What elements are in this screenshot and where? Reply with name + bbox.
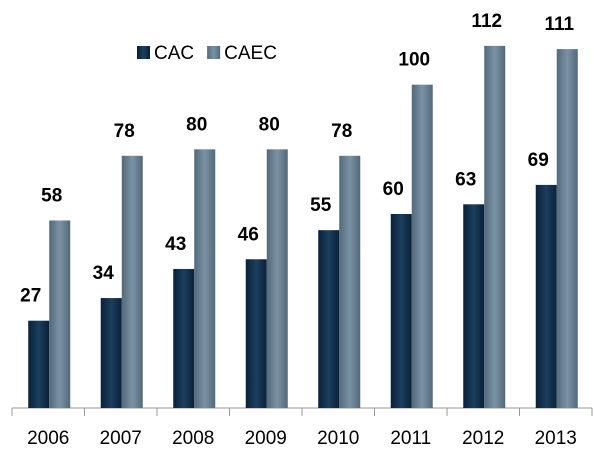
- x-tick-label: 2006: [27, 428, 69, 449]
- bar: [463, 204, 485, 408]
- value-label: 80: [259, 114, 280, 135]
- x-tick-label: 2009: [245, 428, 287, 449]
- bar: [318, 230, 340, 408]
- value-label: 63: [455, 169, 476, 190]
- value-label: 69: [528, 150, 549, 171]
- bar: [390, 214, 412, 408]
- bar: [266, 149, 288, 409]
- value-label: 34: [93, 263, 115, 284]
- x-tick-label: 2012: [462, 428, 504, 449]
- value-label: 100: [398, 50, 430, 71]
- bar: [173, 268, 195, 408]
- value-label: 58: [41, 185, 62, 206]
- value-label: 80: [186, 114, 207, 135]
- legend-label: CAEC: [224, 43, 277, 64]
- legend-swatch: [207, 46, 221, 59]
- bar: [339, 155, 361, 408]
- x-tick-label: 2010: [317, 428, 359, 449]
- value-label: 55: [310, 195, 332, 216]
- value-label: 60: [383, 179, 404, 200]
- bar: [194, 149, 216, 409]
- value-label: 78: [114, 121, 135, 142]
- value-label: 46: [238, 224, 259, 245]
- bar: [484, 45, 506, 408]
- value-label: 111: [544, 14, 574, 35]
- value-label: 78: [331, 121, 352, 142]
- value-label: 43: [165, 234, 186, 255]
- bar: [49, 220, 71, 408]
- x-tick-label: 2008: [172, 428, 214, 449]
- bar: [100, 298, 122, 408]
- value-label: 112: [471, 11, 502, 32]
- bar: [556, 49, 578, 408]
- legend-label: CAC: [154, 43, 194, 64]
- x-tick-label: 2013: [535, 428, 577, 449]
- bar: [28, 320, 50, 408]
- bar: [535, 184, 557, 408]
- bar: [121, 155, 143, 408]
- bar: [411, 84, 433, 409]
- x-tick-label: 2007: [100, 428, 142, 449]
- bar: [245, 259, 267, 408]
- x-tick-label: 2011: [390, 428, 431, 449]
- value-label: 27: [20, 286, 41, 307]
- legend-swatch: [137, 46, 150, 59]
